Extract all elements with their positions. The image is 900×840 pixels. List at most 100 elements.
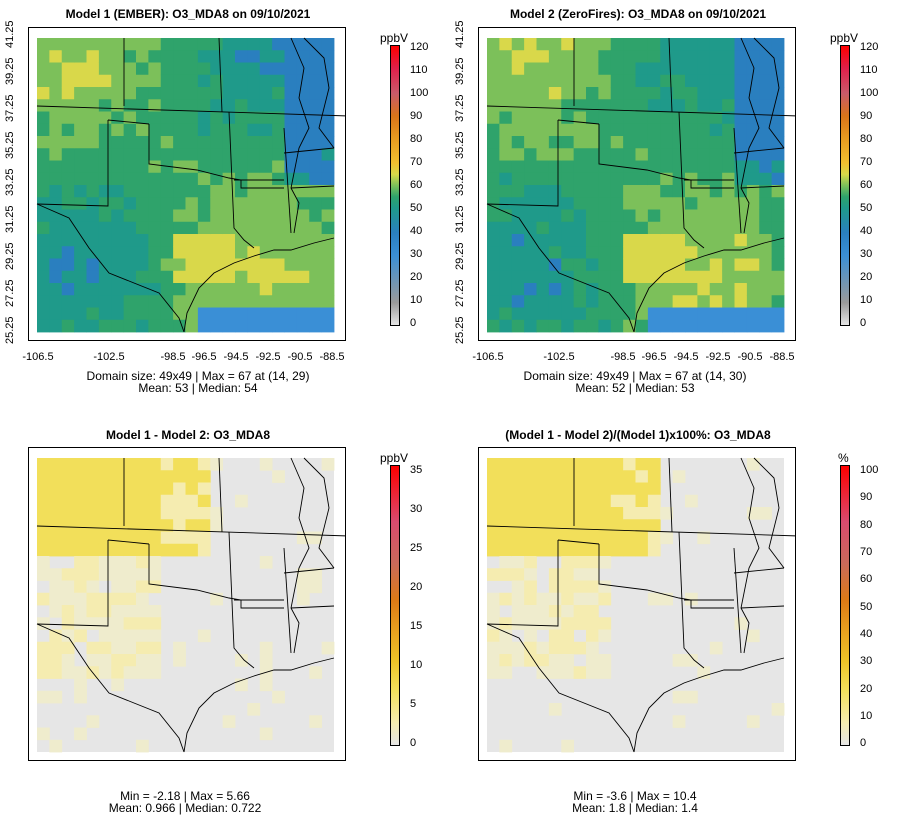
grid-cell [635,87,649,100]
grid-cell [259,136,273,149]
grid-cell [610,185,624,198]
grid-cell [536,319,550,333]
grid-cell [185,74,199,88]
grid-cell [511,458,525,471]
grid-cell [210,307,224,321]
grid-cell [487,50,500,63]
grid-cell [197,307,211,321]
grid-cell [561,62,575,76]
grid-cell [160,111,174,125]
grid-cell [499,568,513,581]
lat-tick: 25.25 [4,316,16,344]
grid-cell [98,556,112,569]
grid-cell [284,74,298,88]
grid-cell [647,50,661,63]
grid-cell [123,50,137,63]
grid-cell [49,666,63,679]
grid-cell [685,494,698,508]
grid-cell [61,111,75,125]
grid-cell [74,519,87,532]
grid-cell [235,197,248,210]
grid-cell [74,270,87,284]
lon-tick: -98.5 [160,351,186,363]
grid-cell [123,519,137,532]
colorbar-tick-label: 0 [860,737,867,749]
grid-cell [623,283,636,296]
grid-cell [296,319,310,333]
colorbar [390,465,400,746]
grid-cell [148,556,162,569]
grid-cell [37,507,50,520]
grid-cell [685,270,698,284]
grid-cell [635,197,649,210]
grid-cell [136,38,149,51]
grid-cell [309,197,323,210]
grid-cell [49,543,63,557]
grid-cell [610,234,624,247]
grid-cell [499,519,513,532]
grid-cell [660,50,674,63]
grid-cell [610,319,624,333]
grid-cell [272,74,285,88]
grid-cell [222,50,236,63]
grid-cell [697,123,711,137]
grid-cell [561,160,575,174]
grid-cell [647,507,661,520]
grid-cell [722,74,735,88]
grid-cell [487,270,500,284]
grid-cell [548,519,562,532]
grid-cell [524,458,537,471]
grid-cell [86,136,100,149]
grid-cell [487,283,500,296]
grid-cell [511,605,525,618]
grid-cell [37,592,50,606]
grid-cell [561,543,575,557]
grid-cell [573,543,587,557]
grid-cell [672,307,686,321]
grid-cell [136,172,149,186]
grid-cell [635,319,649,333]
grid-cell [136,136,149,149]
grid-cell [511,136,525,149]
grid-cell [610,458,624,471]
grid-cell [536,38,550,51]
grid-cell [123,197,137,210]
grid-cell [111,556,125,569]
grid-cell [259,307,273,321]
grid-cell [309,38,323,51]
grid-cell [61,38,75,51]
grid-cell [222,87,236,100]
grid-cell [74,172,87,186]
grid-cell [197,270,211,284]
grid-cell [148,246,162,259]
colorbar-tick-label: 10 [860,710,873,722]
grid-cell [309,148,323,161]
grid-cell [685,221,698,235]
grid-cell [111,123,125,137]
grid-cell [222,234,236,247]
grid-cell [487,123,500,137]
grid-cell [734,283,748,296]
grid-cell [173,50,186,63]
grid-cell [573,258,587,272]
grid-cell [309,283,323,296]
grid-cell [586,246,599,259]
grid-cell [173,87,186,100]
grid-cell [722,258,735,272]
grid-cell [49,470,63,483]
grid-cell [746,234,760,247]
colorbar-tick-label: 15 [410,620,423,632]
grid-cell [98,307,112,321]
grid-cell [499,234,513,247]
grid-cell [722,295,735,308]
grid-cell [610,111,624,125]
grid-cell [536,482,550,496]
grid-cell [222,197,236,210]
grid-cell [561,605,575,618]
grid-cell [499,87,513,100]
grid-cell [697,666,711,679]
grid-cell [49,629,63,643]
grid-cell [123,123,137,137]
grid-cell [487,531,500,545]
grid-cell [685,246,698,259]
